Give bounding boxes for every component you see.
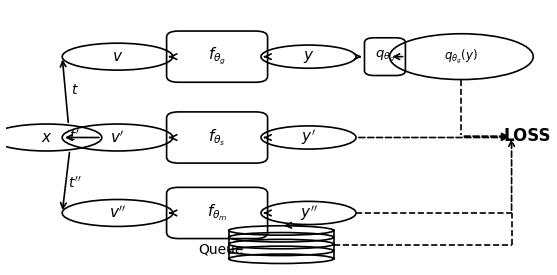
Text: $q_{\theta_g}(y)$: $q_{\theta_g}(y)$: [444, 48, 478, 66]
Text: $v'$: $v'$: [110, 129, 125, 146]
Text: $f_{\theta_m}$: $f_{\theta_m}$: [207, 203, 227, 223]
Text: $t''$: $t''$: [68, 176, 82, 191]
Text: $v''$: $v''$: [109, 205, 126, 221]
Text: $y''$: $y''$: [300, 203, 317, 223]
Text: Queue: Queue: [198, 242, 244, 256]
Text: $f_{\theta_s}$: $f_{\theta_s}$: [208, 127, 226, 148]
Text: $f_{\theta_g}$: $f_{\theta_g}$: [208, 46, 226, 67]
Text: $t$: $t$: [71, 83, 79, 97]
Text: $q_{\theta_g}$: $q_{\theta_g}$: [375, 49, 395, 64]
Text: $y'$: $y'$: [301, 128, 316, 147]
Text: $v$: $v$: [112, 49, 123, 64]
Text: $x$: $x$: [41, 130, 52, 145]
Text: LOSS: LOSS: [503, 127, 551, 145]
Text: $y$: $y$: [303, 49, 314, 65]
Text: $t'$: $t'$: [70, 128, 80, 144]
